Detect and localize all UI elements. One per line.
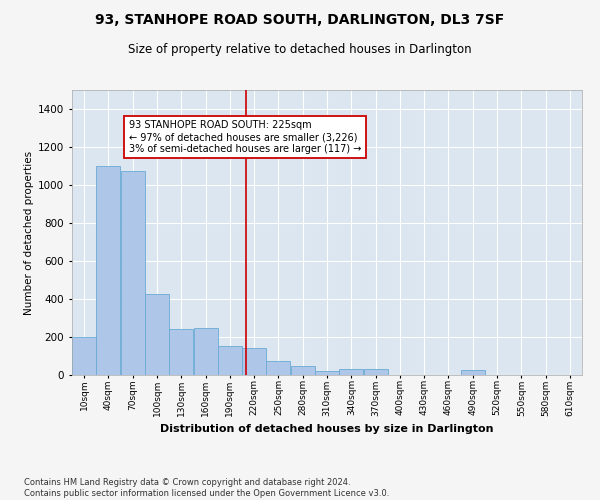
Bar xyxy=(242,348,266,375)
Text: Size of property relative to detached houses in Darlington: Size of property relative to detached ho… xyxy=(128,42,472,56)
Bar xyxy=(72,337,96,375)
Bar xyxy=(315,371,339,375)
Bar xyxy=(340,370,363,375)
Bar xyxy=(291,366,314,375)
Text: 93, STANHOPE ROAD SOUTH, DARLINGTON, DL3 7SF: 93, STANHOPE ROAD SOUTH, DARLINGTON, DL3… xyxy=(95,12,505,26)
Bar xyxy=(266,361,290,375)
Text: 93 STANHOPE ROAD SOUTH: 225sqm
← 97% of detached houses are smaller (3,226)
3% o: 93 STANHOPE ROAD SOUTH: 225sqm ← 97% of … xyxy=(128,120,361,154)
Text: Contains HM Land Registry data © Crown copyright and database right 2024.
Contai: Contains HM Land Registry data © Crown c… xyxy=(24,478,389,498)
Bar xyxy=(97,166,121,375)
Bar xyxy=(461,370,485,375)
Bar xyxy=(121,171,145,375)
Bar xyxy=(194,328,218,375)
Y-axis label: Number of detached properties: Number of detached properties xyxy=(24,150,34,314)
Bar xyxy=(218,346,242,375)
Bar xyxy=(169,330,193,375)
Bar xyxy=(364,370,388,375)
Bar xyxy=(145,294,169,375)
X-axis label: Distribution of detached houses by size in Darlington: Distribution of detached houses by size … xyxy=(160,424,494,434)
